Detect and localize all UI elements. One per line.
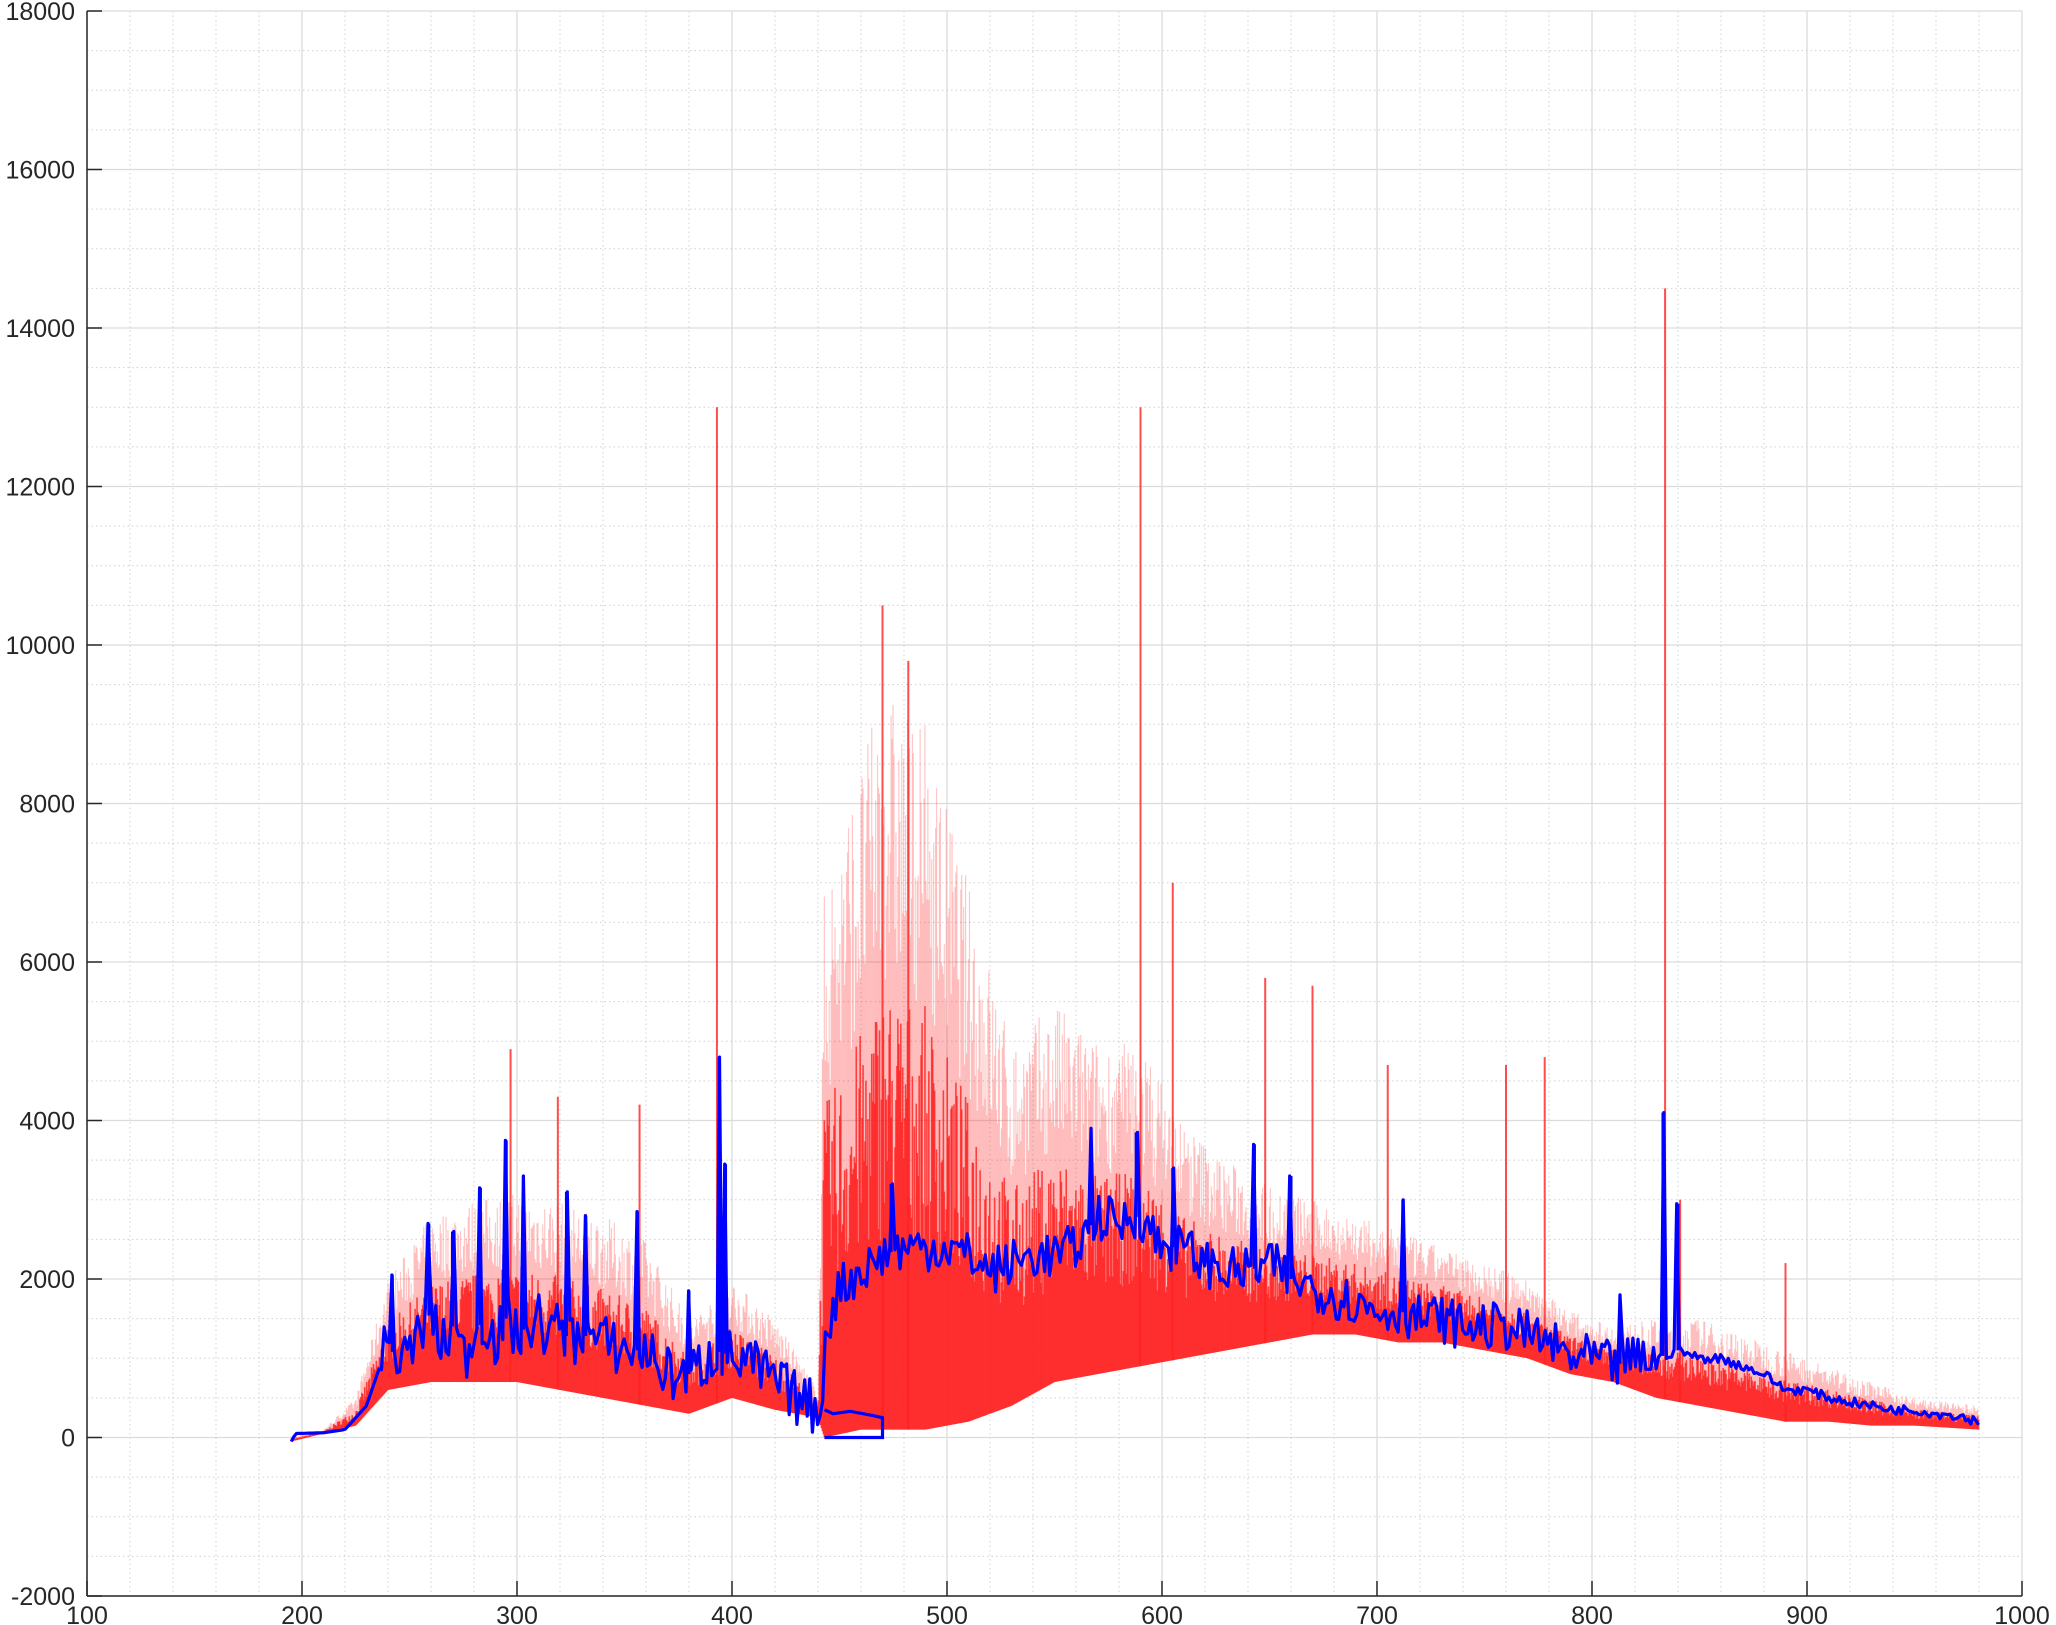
axes [86,10,2023,1597]
y-tick-label: -2000 [11,1583,75,1611]
x-tick-label: 800 [1571,1602,1613,1625]
x-tick-label: 500 [926,1602,968,1625]
x-tick-label: 700 [1356,1602,1398,1625]
mean-spectrum-gap-segment [823,1408,885,1440]
y-tick-label: 14000 [5,315,75,343]
x-tick-label: 100 [66,1602,108,1625]
x-tick-label: 900 [1786,1602,1828,1625]
y-tick-label: 10000 [5,632,75,660]
y-tick-label: 2000 [19,1266,75,1294]
y-tick-label: 18000 [5,0,75,26]
x-tick-label: 300 [496,1602,538,1625]
x-tick-label: 600 [1141,1602,1183,1625]
x-tick-labels: 100 200 300 400 500 600 700 800 900 1000 [66,1602,2050,1625]
x-tick-label: 1000 [1994,1602,2050,1625]
y-tick-label: 16000 [5,157,75,185]
y-tick-label: 4000 [19,1108,75,1136]
individual-spectra [290,288,1980,1442]
y-tick-label: 6000 [19,949,75,977]
mean-spectrum [289,1055,1980,1443]
x-tick-label: 400 [711,1602,753,1625]
y-tick-label: 0 [61,1425,75,1453]
y-tick-labels: -2000 0 2000 4000 6000 8000 10000 12000 14000 160… [5,0,75,1611]
y-tick-label: 8000 [19,791,75,819]
y-tick-label: 12000 [5,474,75,502]
x-tick-label: 200 [281,1602,323,1625]
mean-spectrum-line [289,1055,1980,1443]
